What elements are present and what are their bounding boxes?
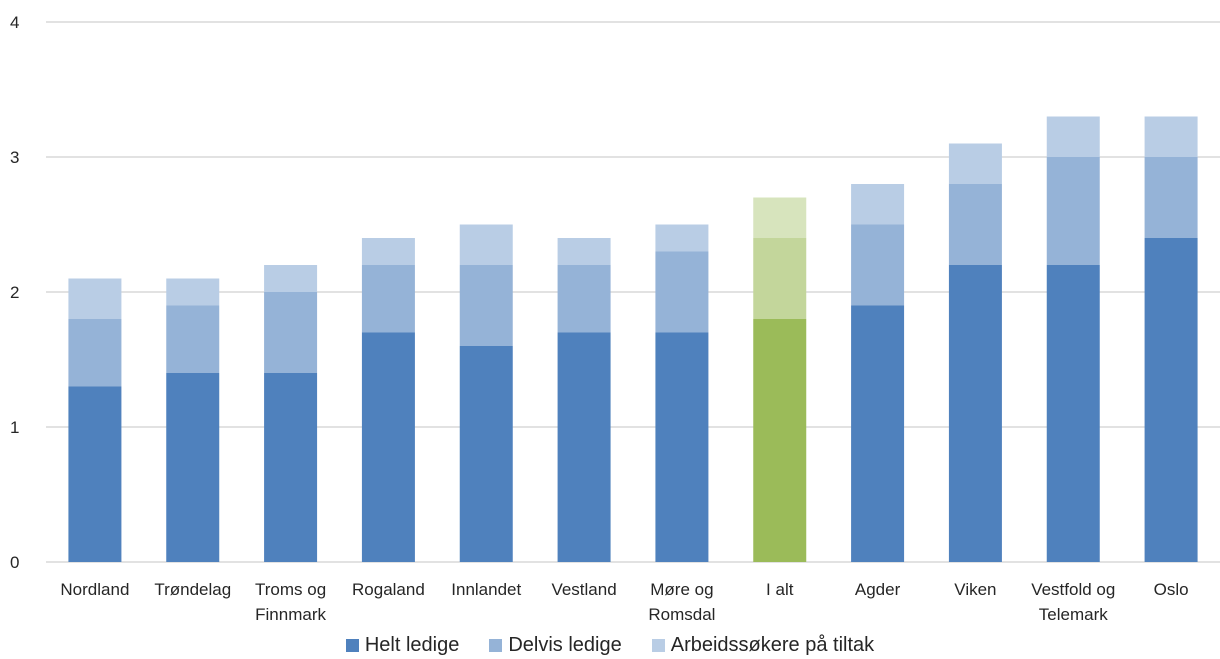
bar-segment	[753, 197, 807, 238]
bar-segment	[948, 184, 1002, 265]
x-axis-labels: Nordland Trøndelag Troms og Finnmark Rogalan…	[60, 580, 1188, 624]
bar-segment	[557, 238, 611, 265]
y-tick-label: 0	[10, 553, 19, 572]
x-category-label: I alt	[766, 580, 794, 599]
bar-segment	[1046, 116, 1100, 157]
bar-segment	[753, 238, 807, 319]
x-category-label: Nordland	[60, 580, 129, 599]
x-category-label-line: Agder	[855, 580, 901, 599]
legend-swatch	[651, 639, 665, 652]
legend-swatch	[489, 639, 503, 652]
bar-segment	[68, 319, 122, 387]
bar-segment	[361, 265, 415, 333]
x-category-label: Trøndelag	[154, 580, 231, 599]
bar-segment	[1144, 157, 1198, 238]
legend-label: Helt ledige	[364, 634, 460, 656]
bar-segment	[557, 265, 611, 333]
legend-swatch	[345, 639, 359, 652]
x-category-label: Agder	[855, 580, 901, 599]
x-category-label-line: Troms og	[255, 580, 326, 599]
bar-segment	[851, 224, 905, 306]
y-tick-label: 2	[10, 283, 19, 302]
bar-segment	[166, 373, 220, 562]
bar-segment	[1144, 116, 1198, 157]
x-category-label-line: Trøndelag	[154, 580, 231, 599]
x-category-label: Møre og Romsdal	[648, 580, 715, 624]
x-category-label-line: Romsdal	[648, 605, 715, 624]
legend-label: Delvis ledige	[508, 634, 622, 656]
y-tick-label: 1	[10, 418, 19, 437]
stacked-bar-chart: 0 1 2 3 4 Nordland Trøndelag Troms og Finnmark R…	[10, 13, 1220, 624]
bar-segment	[459, 265, 513, 346]
bar-segment	[459, 224, 513, 265]
bar-segment	[655, 332, 709, 562]
y-axis-ticks: 0 1 2 3 4	[10, 13, 19, 572]
y-tick-label: 3	[10, 148, 19, 167]
bars	[68, 116, 1198, 562]
x-category-label-line: Telemark	[1039, 605, 1108, 624]
y-tick-label: 4	[10, 13, 19, 32]
bar-segment	[459, 346, 513, 562]
bar-segment	[655, 224, 709, 252]
bar-segment	[68, 386, 122, 562]
x-category-label: Rogaland	[352, 580, 425, 599]
x-category-label-line: I alt	[766, 580, 794, 599]
bar-segment	[264, 373, 318, 562]
legend-item: Delvis ledige	[489, 634, 622, 657]
bar-segment	[655, 251, 709, 333]
x-category-label-line: Rogaland	[352, 580, 425, 599]
bar-segment	[851, 184, 905, 225]
bar-segment	[753, 319, 807, 562]
x-category-label-line: Møre og	[650, 580, 713, 599]
bar-segment	[948, 143, 1002, 184]
legend-item: Helt ledige	[345, 634, 460, 657]
bar-segment	[166, 278, 220, 306]
bar-segment	[264, 265, 318, 292]
x-category-label: Troms og Finnmark	[255, 580, 327, 624]
bar-segment	[361, 332, 415, 562]
x-category-label-line: Viken	[954, 580, 996, 599]
bar-segment	[68, 278, 122, 319]
x-category-label-line: Oslo	[1154, 580, 1189, 599]
bar-segment	[948, 265, 1002, 562]
legend-label: Arbeidssøkere på tiltak	[670, 634, 875, 656]
x-category-label: Viken	[954, 580, 996, 599]
x-category-label-line: Innlandet	[451, 580, 521, 599]
x-category-label: Vestland	[551, 580, 616, 599]
x-category-label: Vestfold og Telemark	[1031, 580, 1115, 624]
x-category-label: Oslo	[1154, 580, 1189, 599]
bar-segment	[851, 305, 905, 562]
bar-segment	[1144, 238, 1198, 562]
x-category-label: Innlandet	[451, 580, 521, 599]
bar-segment	[361, 238, 415, 265]
x-category-label-line: Nordland	[60, 580, 129, 599]
bar-segment	[166, 305, 220, 373]
x-category-label-line: Finnmark	[255, 605, 326, 624]
legend: Helt ledige Delvis ledige Arbeidssøkere på…	[0, 634, 1220, 657]
legend-item: Arbeidssøkere på tiltak	[651, 634, 875, 657]
bar-segment	[264, 292, 318, 373]
bar-segment	[1046, 265, 1100, 562]
gridlines	[46, 21, 1220, 563]
x-category-label-line: Vestfold og	[1031, 580, 1115, 599]
bar-segment	[1046, 157, 1100, 265]
x-category-label-line: Vestland	[551, 580, 616, 599]
bar-segment	[557, 332, 611, 562]
